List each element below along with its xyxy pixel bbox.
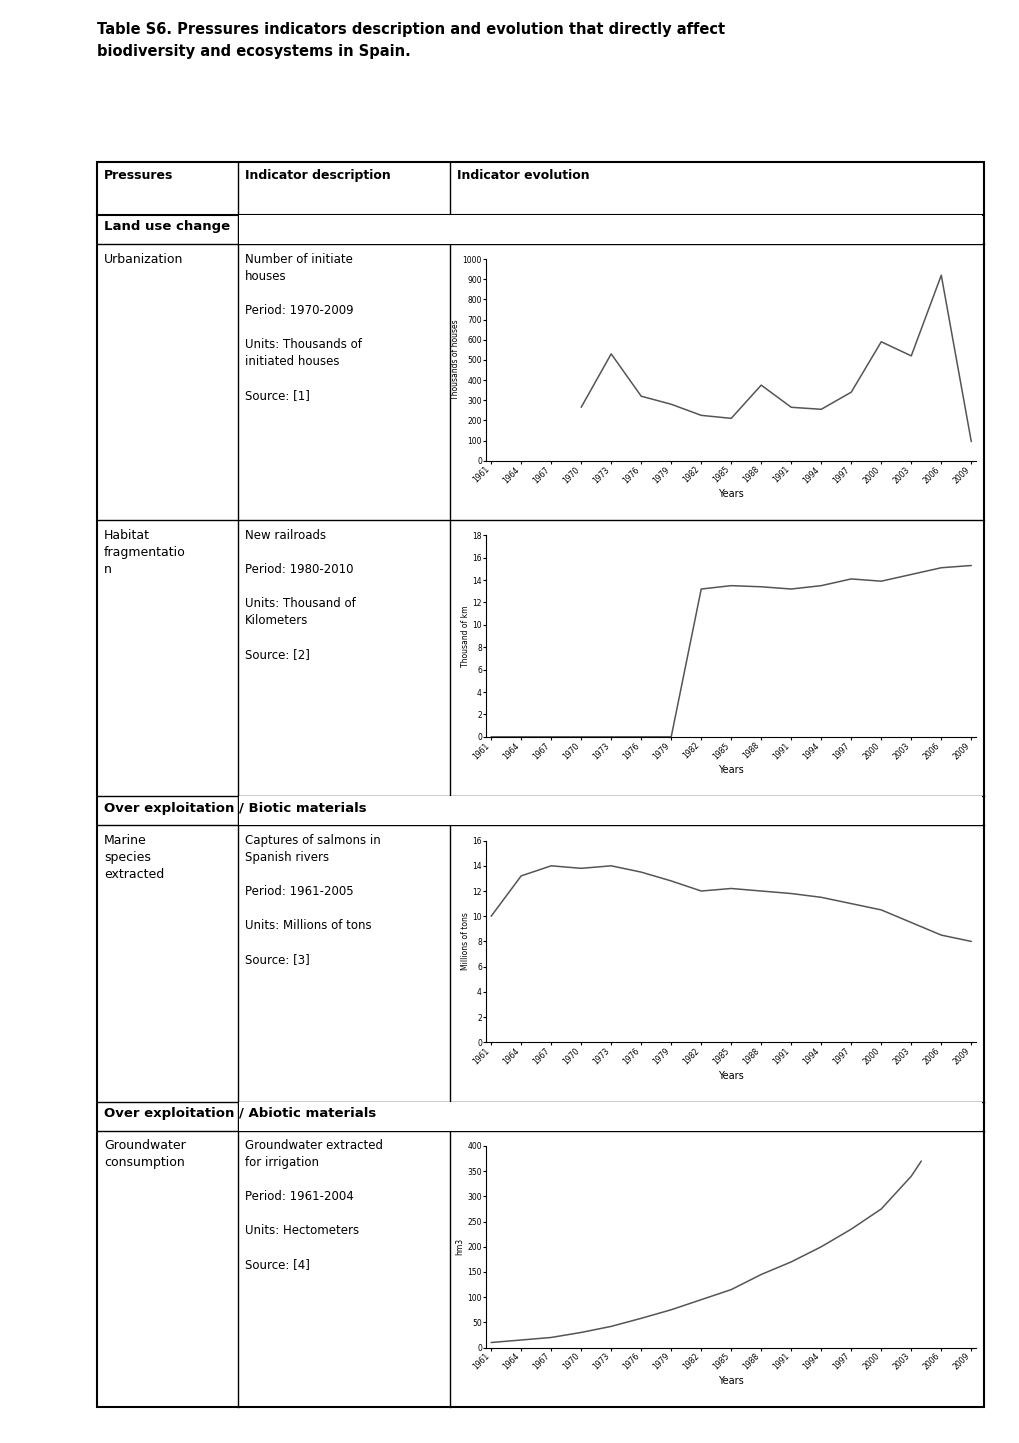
Text: Land use change: Land use change bbox=[104, 221, 230, 234]
X-axis label: Years: Years bbox=[717, 765, 744, 775]
Bar bbox=[238, 797, 981, 825]
Text: Indicator description: Indicator description bbox=[245, 169, 390, 182]
Text: Over exploitation / Biotic materials: Over exploitation / Biotic materials bbox=[104, 802, 366, 815]
Y-axis label: Thousand of km: Thousand of km bbox=[461, 605, 469, 667]
Y-axis label: hm3: hm3 bbox=[455, 1238, 464, 1255]
Bar bbox=[238, 215, 981, 244]
Text: Over exploitation / Abiotic materials: Over exploitation / Abiotic materials bbox=[104, 1107, 376, 1120]
X-axis label: Years: Years bbox=[717, 489, 744, 499]
Y-axis label: Millions of tons: Millions of tons bbox=[461, 912, 469, 970]
Bar bbox=[238, 1101, 981, 1131]
Text: Indicator evolution: Indicator evolution bbox=[457, 169, 589, 182]
Text: Table S6. Pressures indicators description and evolution that directly affect
bi: Table S6. Pressures indicators descripti… bbox=[97, 22, 725, 59]
Text: Groundwater
consumption: Groundwater consumption bbox=[104, 1140, 185, 1169]
X-axis label: Years: Years bbox=[717, 1377, 744, 1385]
X-axis label: Years: Years bbox=[717, 1071, 744, 1081]
Text: Number of initiate
houses

Period: 1970-2009

Units: Thousands of
initiated hous: Number of initiate houses Period: 1970-2… bbox=[245, 253, 362, 401]
Y-axis label: Thousands of houses: Thousands of houses bbox=[450, 319, 460, 400]
Text: Urbanization: Urbanization bbox=[104, 253, 183, 266]
Text: Pressures: Pressures bbox=[104, 169, 173, 182]
Text: Groundwater extracted
for irrigation

Period: 1961-2004

Units: Hectometers

Sou: Groundwater extracted for irrigation Per… bbox=[245, 1140, 382, 1271]
Text: Captures of salmons in
Spanish rivers

Period: 1961-2005

Units: Millions of ton: Captures of salmons in Spanish rivers Pe… bbox=[245, 834, 380, 965]
Text: Habitat
fragmentatio
n: Habitat fragmentatio n bbox=[104, 528, 185, 576]
Text: New railroads

Period: 1980-2010

Units: Thousand of
Kilometers

Source: [2]: New railroads Period: 1980-2010 Units: T… bbox=[245, 528, 356, 661]
Text: Marine
species
extracted: Marine species extracted bbox=[104, 834, 164, 882]
